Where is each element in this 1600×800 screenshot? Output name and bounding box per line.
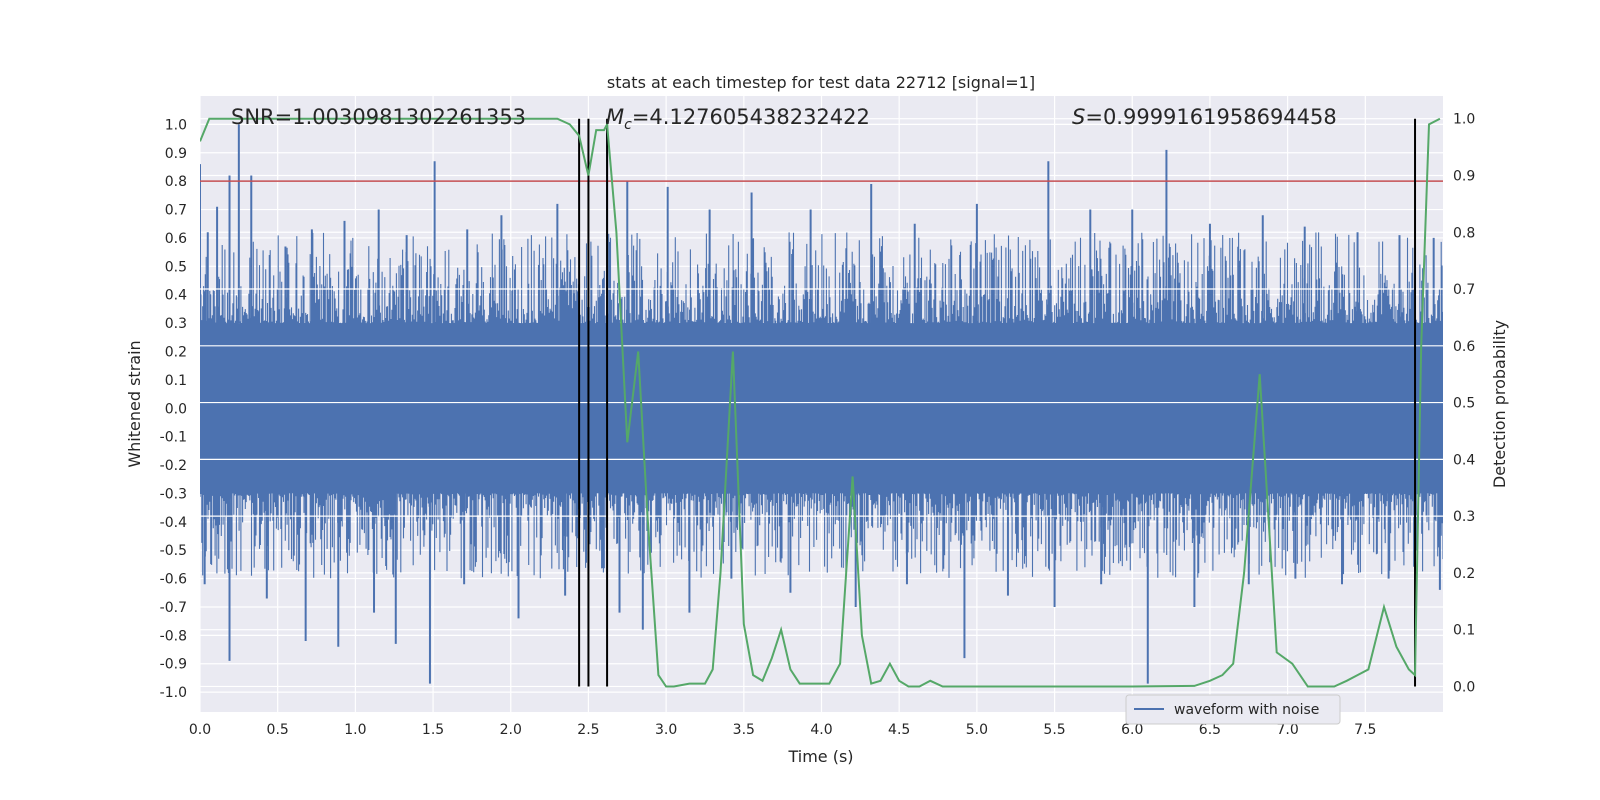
detection-probability-line (200, 117, 1441, 688)
y-right-tick-label: 0.8 (1453, 225, 1475, 241)
legend: waveform with noise (1125, 694, 1341, 725)
x-tick-label: 1.5 (422, 722, 444, 738)
y-left-tick-label: 0.4 (165, 288, 187, 304)
y-left-tick-label: 0.6 (165, 231, 187, 247)
vertical-markers (578, 118, 1417, 687)
x-tick-label: 0.0 (189, 722, 211, 738)
y-left-tick-label: -0.7 (160, 600, 187, 616)
x-tick-label: 4.5 (888, 722, 910, 738)
y-left-tick-label: 0.2 (165, 344, 187, 360)
y-left-tick-label: 0.7 (165, 203, 187, 219)
y-right-tick-label: 1.0 (1453, 112, 1475, 128)
y-axis-left-ticks: -1.0 -0.9 -0.8 -0.7 -0.6 -0.5 -0.4 -0.3 -0.2 -0.1… (160, 117, 187, 701)
x-tick-label: 6.5 (1199, 722, 1221, 738)
x-axis-ticks: 0.0 0.5 1.0 1.5 2.0 2.5 3.0 3.5 4.0 4.5 5.0 5.5 6.0 6… (189, 722, 1377, 738)
y-left-tick-label: -0.8 (160, 628, 187, 644)
x-tick-label: 3.5 (733, 722, 755, 738)
y-left-tick-label: -0.4 (160, 515, 187, 531)
x-tick-label: 3.0 (655, 722, 677, 738)
y-axis-left-label: Whitened strain (125, 340, 144, 467)
y-left-tick-label: 1.0 (165, 117, 187, 133)
y-left-tick-label: 0.5 (165, 259, 187, 275)
detection-probability-series (200, 117, 1441, 688)
y-left-tick-label: 0.9 (165, 146, 187, 162)
s-symbol: S (1072, 105, 1085, 129)
y-left-tick-label: 0.0 (165, 401, 187, 417)
x-tick-label: 2.0 (500, 722, 522, 738)
y-left-tick-label: -0.3 (160, 486, 187, 502)
x-tick-label: 4.0 (810, 722, 832, 738)
y-left-tick-label: -0.9 (160, 657, 187, 673)
y-right-tick-label: 0.1 (1453, 623, 1475, 639)
y-right-tick-label: 0.9 (1453, 168, 1475, 184)
waveform-core-band (200, 331, 1443, 483)
y-left-tick-label: 0.3 (165, 316, 187, 332)
y-left-tick-label: -0.1 (160, 430, 187, 446)
y-axis-right-ticks: 0.0 0.1 0.2 0.3 0.4 0.5 0.6 0.7 0.8 0.9 1.0 (1453, 112, 1475, 696)
legend-box (1125, 694, 1341, 725)
legend-label-waveform: waveform with noise (1174, 702, 1319, 718)
y-right-tick-label: 0.2 (1453, 566, 1475, 582)
x-tick-label: 0.5 (267, 722, 289, 738)
chirp-mass-subscript: c (624, 117, 632, 133)
y-left-tick-label: -0.5 (160, 543, 187, 559)
y-left-tick-label: 0.8 (165, 174, 187, 190)
x-tick-label: 6.0 (1121, 722, 1143, 738)
x-tick-label: 7.5 (1354, 722, 1376, 738)
x-axis-label: Time (s) (787, 747, 853, 766)
snr-annotation: SNR=1.0030981302261353 (231, 105, 526, 129)
chirp-mass-symbol: M (606, 105, 624, 129)
chirp-mass-annotation: Mc=4.127605438232422 (606, 105, 870, 133)
x-tick-label: 5.5 (1043, 722, 1065, 738)
y-right-tick-label: 0.4 (1453, 452, 1475, 468)
x-tick-label: 2.5 (577, 722, 599, 738)
y-left-tick-label: -1.0 (160, 685, 187, 701)
chart-title: stats at each timestep for test data 227… (607, 73, 1035, 92)
x-tick-label: 7.0 (1276, 722, 1298, 738)
x-tick-label: 1.0 (344, 722, 366, 738)
y-axis-right-label: Detection probability (1490, 320, 1509, 488)
y-left-tick-label: -0.2 (160, 458, 187, 474)
y-right-tick-label: 0.6 (1453, 339, 1475, 355)
y-right-tick-label: 0.7 (1453, 282, 1475, 298)
y-right-tick-label: 0.5 (1453, 396, 1475, 412)
s-value: =0.9999161958694458 (1085, 105, 1336, 129)
y-right-tick-label: 0.0 (1453, 679, 1475, 695)
y-left-tick-label: -0.6 (160, 572, 187, 588)
y-right-tick-label: 0.3 (1453, 509, 1475, 525)
s-annotation: S=0.9999161958694458 (1072, 105, 1337, 129)
x-tick-label: 5.0 (966, 722, 988, 738)
y-left-tick-label: 0.1 (165, 373, 187, 389)
chirp-mass-value: =4.127605438232422 (632, 105, 870, 129)
waveform-with-noise-series (200, 124, 1443, 684)
